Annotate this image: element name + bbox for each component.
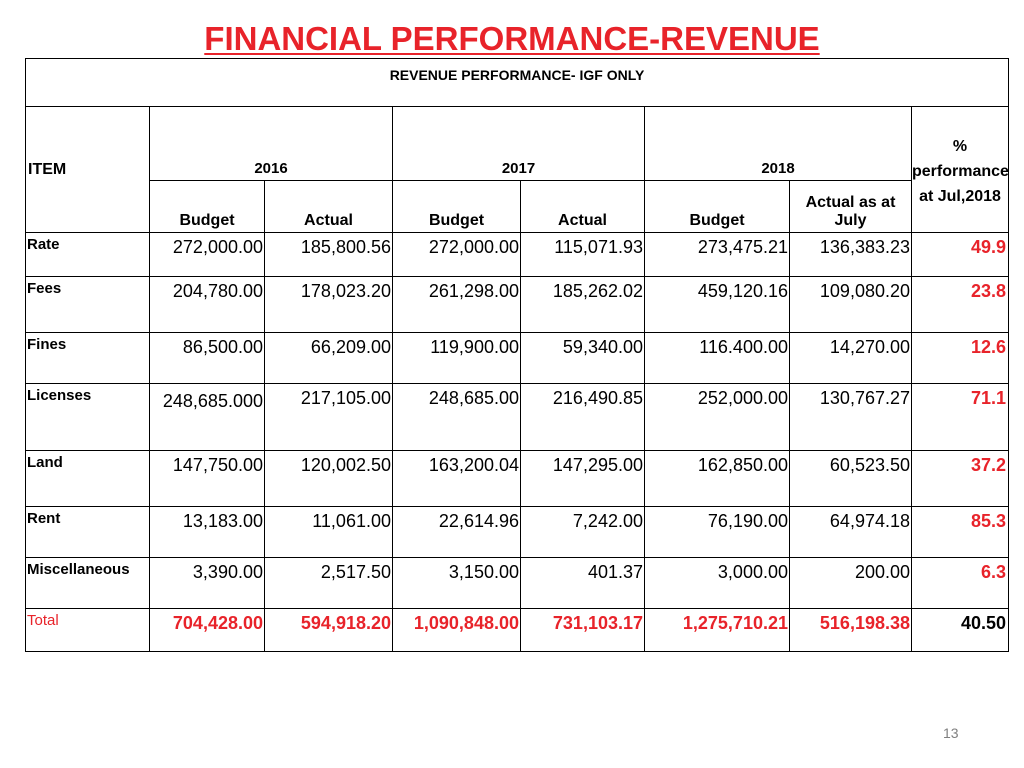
- actual-2016-cell: 120,002.50: [264, 450, 393, 507]
- performance-cell: 6.3: [911, 557, 1009, 609]
- budget-2018-cell: 76,190.00: [644, 506, 790, 558]
- table-row: Rent 13,183.00 11,061.00 22,614.96 7,242…: [25, 506, 1009, 558]
- table-row: Rate 272,000.00 185,800.56 272,000.00 11…: [25, 232, 1009, 277]
- row-item-label: Rent: [25, 506, 150, 558]
- budget-2016-cell: 272,000.00: [149, 232, 265, 277]
- actual-2017-cell: 216,490.85: [520, 383, 645, 451]
- actual-2017-cell: 401.37: [520, 557, 645, 609]
- item-column-header: ITEM: [25, 106, 150, 233]
- budget-2017-cell: 163,200.04: [392, 450, 521, 507]
- actual-2017-cell: 115,071.93: [520, 232, 645, 277]
- actual-2016-cell: 185,800.56: [264, 232, 393, 277]
- budget-2016-cell: 86,500.00: [149, 332, 265, 384]
- budget-2018-cell: 116.400.00: [644, 332, 790, 384]
- actual-2017-cell: 147,295.00: [520, 450, 645, 507]
- performance-cell: 23.8: [911, 276, 1009, 333]
- table-row: Fees 204,780.00 178,023.20 261,298.00 18…: [25, 276, 1009, 333]
- actual-2016-header: Actual: [264, 180, 393, 233]
- budget-2016-header: Budget: [149, 180, 265, 233]
- total-performance-cell: 40.50: [911, 608, 1009, 652]
- budget-2017-cell: 3,150.00: [392, 557, 521, 609]
- budget-2016-cell: 248,685.000: [149, 383, 265, 451]
- budget-2017-cell: 119,900.00: [392, 332, 521, 384]
- table-row: Fines 86,500.00 66,209.00 119,900.00 59,…: [25, 332, 1009, 384]
- row-item-label: Miscellaneous: [25, 557, 150, 609]
- table-total-row: Total 704,428.00 594,918.20 1,090,848.00…: [25, 608, 1009, 652]
- budget-2018-cell: 162,850.00: [644, 450, 790, 507]
- actual-2017-cell: 7,242.00: [520, 506, 645, 558]
- actual-2017-header: Actual: [520, 180, 645, 233]
- actual-2016-cell: 11,061.00: [264, 506, 393, 558]
- actual-2016-cell: 217,105.00: [264, 383, 393, 451]
- budget-2018-cell: 459,120.16: [644, 276, 790, 333]
- budget-2017-cell: 261,298.00: [392, 276, 521, 333]
- table-subtitle: REVENUE PERFORMANCE- IGF ONLY: [25, 58, 1009, 107]
- budget-2017-cell: 248,685.00: [392, 383, 521, 451]
- actual-2018-header: Actual as at July: [789, 180, 912, 233]
- row-item-label: Licenses: [25, 383, 150, 451]
- actual-2018-cell: 64,974.18: [789, 506, 912, 558]
- performance-cell: 49.9: [911, 232, 1009, 277]
- sub-header-row: Budget Actual Budget Actual Budget Actua…: [26, 180, 1009, 233]
- table-row: Land 147,750.00 120,002.50 163,200.04 14…: [25, 450, 1009, 507]
- year-header-row: ITEM 2016 2017 2018 % performance at Jul…: [25, 106, 1009, 233]
- performance-column-header: % performance at Jul,2018: [911, 106, 1009, 233]
- total-budget-2016-cell: 704,428.00: [149, 608, 265, 652]
- year-2018-header: 2018: [644, 106, 912, 181]
- row-item-label: Rate: [25, 232, 150, 277]
- budget-2016-cell: 204,780.00: [149, 276, 265, 333]
- table-subtitle-row: REVENUE PERFORMANCE- IGF ONLY: [25, 58, 1009, 107]
- actual-2018-cell: 136,383.23: [789, 232, 912, 277]
- row-item-label: Fees: [25, 276, 150, 333]
- budget-2018-header: Budget: [644, 180, 790, 233]
- actual-2016-cell: 178,023.20: [264, 276, 393, 333]
- table-row: Miscellaneous 3,390.00 2,517.50 3,150.00…: [25, 557, 1009, 609]
- actual-2017-cell: 59,340.00: [520, 332, 645, 384]
- budget-2017-cell: 272,000.00: [392, 232, 521, 277]
- year-2016-header: 2016: [149, 106, 393, 181]
- budget-2018-cell: 3,000.00: [644, 557, 790, 609]
- total-actual-2017-cell: 731,103.17: [520, 608, 645, 652]
- total-actual-2018-cell: 516,198.38: [789, 608, 912, 652]
- actual-2018-cell: 200.00: [789, 557, 912, 609]
- budget-2017-cell: 22,614.96: [392, 506, 521, 558]
- page-number: 13: [943, 725, 959, 741]
- table-row: Licenses 248,685.000 217,105.00 248,685.…: [25, 383, 1009, 451]
- performance-cell: 12.6: [911, 332, 1009, 384]
- total-actual-2016-cell: 594,918.20: [264, 608, 393, 652]
- revenue-table: REVENUE PERFORMANCE- IGF ONLY ITEM 2016 …: [25, 58, 1009, 652]
- performance-cell: 85.3: [911, 506, 1009, 558]
- actual-2017-cell: 185,262.02: [520, 276, 645, 333]
- budget-2016-cell: 3,390.00: [149, 557, 265, 609]
- actual-2018-cell: 130,767.27: [789, 383, 912, 451]
- slide-title: FINANCIAL PERFORMANCE-REVENUE: [204, 20, 820, 57]
- performance-cell: 37.2: [911, 450, 1009, 507]
- performance-cell: 71.1: [911, 383, 1009, 451]
- actual-2016-cell: 66,209.00: [264, 332, 393, 384]
- actual-2018-cell: 109,080.20: [789, 276, 912, 333]
- actual-2016-cell: 2,517.50: [264, 557, 393, 609]
- budget-2016-cell: 147,750.00: [149, 450, 265, 507]
- budget-2018-cell: 252,000.00: [644, 383, 790, 451]
- row-item-label: Fines: [25, 332, 150, 384]
- total-label: Total: [25, 608, 150, 652]
- budget-2018-cell: 273,475.21: [644, 232, 790, 277]
- budget-2017-header: Budget: [392, 180, 521, 233]
- actual-2018-cell: 60,523.50: [789, 450, 912, 507]
- total-budget-2018-cell: 1,275,710.21: [644, 608, 790, 652]
- budget-2016-cell: 13,183.00: [149, 506, 265, 558]
- year-2017-header: 2017: [392, 106, 645, 181]
- row-item-label: Land: [25, 450, 150, 507]
- actual-2018-cell: 14,270.00: [789, 332, 912, 384]
- total-budget-2017-cell: 1,090,848.00: [392, 608, 521, 652]
